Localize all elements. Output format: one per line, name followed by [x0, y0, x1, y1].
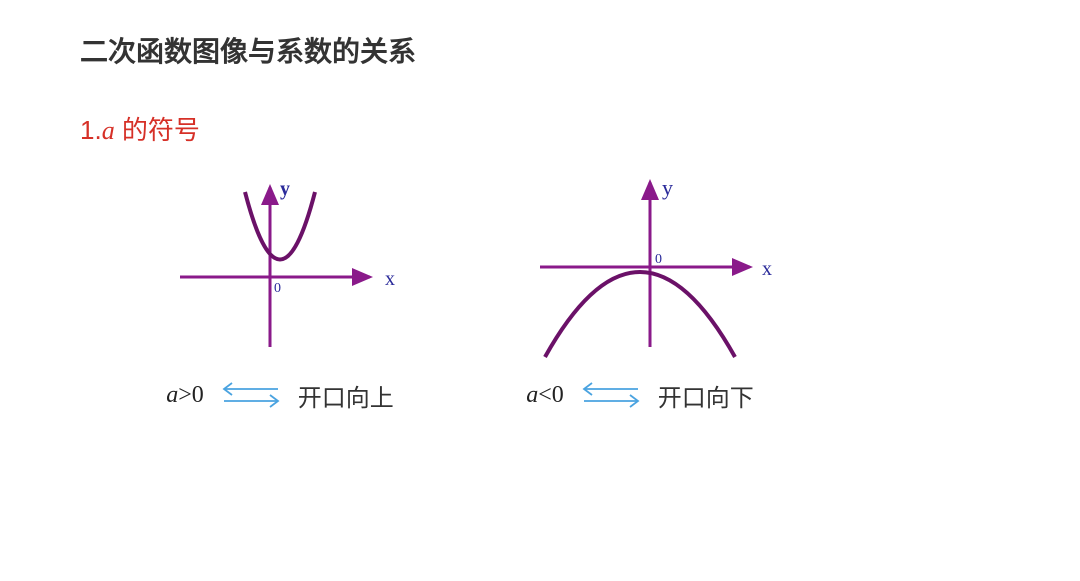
bidirectional-arrow-icon	[576, 377, 646, 413]
parabola-curve	[545, 272, 735, 357]
parabola-down-chart: x y 0	[500, 167, 780, 367]
condition-label: a>0	[166, 382, 204, 409]
diagram-opens-down: x y 0 a<0 开口向下	[500, 167, 780, 413]
caption-row-left: a>0 开口向上	[166, 377, 394, 413]
description-label: 开口向下	[658, 378, 754, 413]
y-axis-label: y	[280, 178, 290, 200]
subtitle-suffix: 的符号	[115, 115, 200, 145]
page-title: 二次函数图像与系数的关系	[80, 30, 1000, 70]
condition-label: a<0	[526, 382, 564, 409]
description-label: 开口向上	[298, 378, 394, 413]
origin-label: 0	[274, 281, 281, 296]
diagrams-container: x y 0 a>0 开口向上	[80, 167, 1000, 413]
parabola-up-chart: x y 0	[140, 167, 420, 367]
subtitle-variable: a	[102, 116, 115, 145]
caption-row-right: a<0 开口向下	[526, 377, 754, 413]
x-axis-label: x	[385, 268, 395, 290]
diagram-opens-up: x y 0 a>0 开口向上	[140, 167, 420, 413]
x-axis-label: x	[762, 258, 772, 280]
origin-label: 0	[655, 252, 662, 267]
bidirectional-arrow-icon	[216, 377, 286, 413]
parabola-curve	[245, 192, 315, 260]
y-axis-label: y	[662, 175, 673, 200]
subtitle-prefix: 1.	[80, 115, 102, 145]
section-subtitle: 1.a 的符号	[80, 110, 1000, 147]
